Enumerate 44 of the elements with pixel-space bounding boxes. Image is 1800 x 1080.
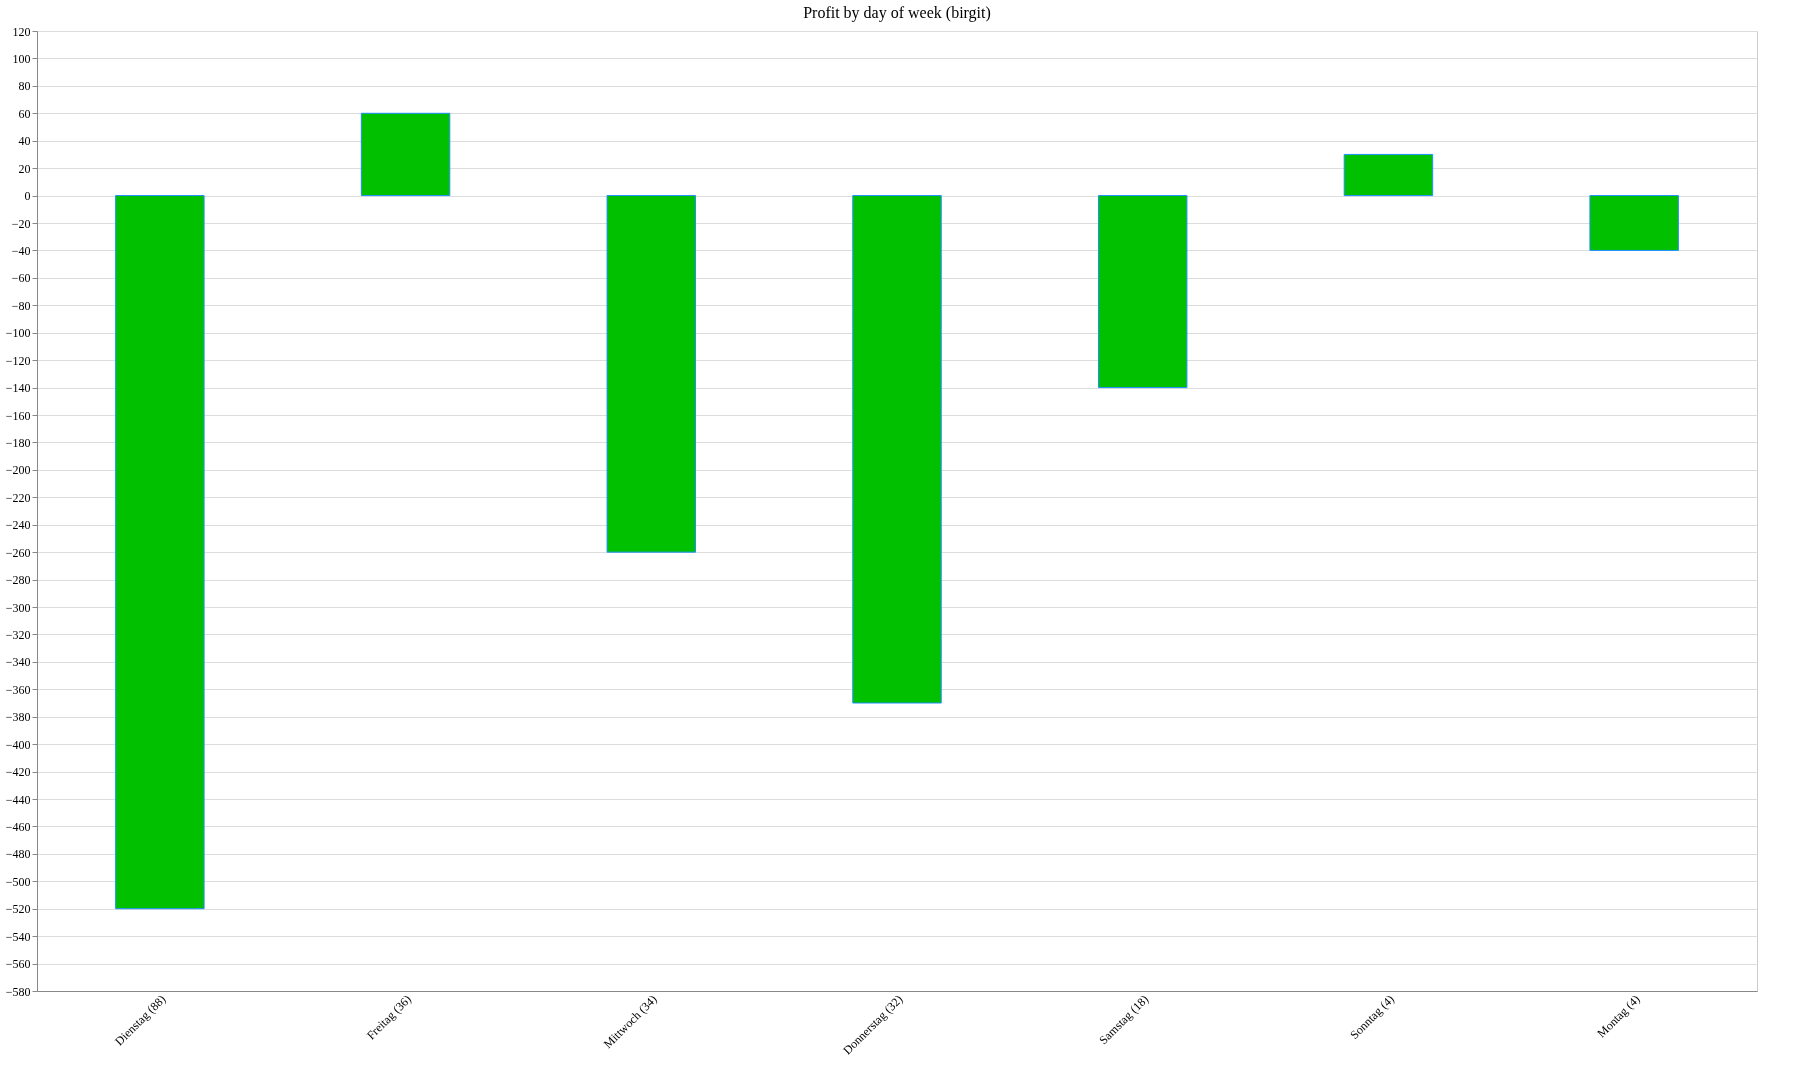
y-tick-label: −240 [5, 518, 31, 533]
y-tick-label: −200 [5, 463, 31, 478]
y-tick-label: −360 [5, 682, 31, 697]
y-tick-label: −120 [5, 353, 31, 368]
y-tick-label: −380 [5, 710, 31, 725]
y-tick-label: −520 [5, 902, 31, 917]
y-tick-label: −340 [5, 655, 31, 670]
chart-title: Profit by day of week (birgit) [803, 4, 991, 22]
y-tick-label: 100 [12, 51, 31, 66]
y-tick-label: −420 [5, 765, 31, 780]
bar [360, 112, 451, 197]
y-tick-label: 0 [24, 189, 31, 204]
y-tick-label: −80 [11, 298, 31, 313]
y-tick-label: −260 [5, 545, 31, 560]
y-tick-label: 80 [18, 79, 31, 94]
y-tick-label: 20 [18, 161, 31, 176]
y-tick-label: −300 [5, 600, 31, 615]
y-tick-label: 120 [12, 24, 31, 39]
y-tick-label: −580 [5, 984, 31, 999]
y-tick-label: −20 [11, 216, 31, 231]
y-tick-label: −560 [5, 957, 31, 972]
y-tick-label: −60 [11, 271, 31, 286]
bar [606, 195, 697, 553]
y-tick-label: −440 [5, 792, 31, 807]
y-tick-label: 40 [18, 134, 31, 149]
y-tick-label: −500 [5, 874, 31, 889]
y-tick-label: −540 [5, 929, 31, 944]
y-tick-label: −40 [11, 243, 31, 258]
y-tick-label: −140 [5, 381, 31, 396]
bar [115, 195, 205, 910]
y-tick-label: −280 [5, 573, 31, 588]
bar [1343, 153, 1434, 197]
y-tick-label: −480 [5, 847, 31, 862]
y-tick-label: −180 [5, 435, 31, 450]
y-tick-label: 60 [18, 106, 31, 121]
y-tick-label: −100 [5, 326, 31, 341]
bar [1097, 195, 1188, 389]
bar [852, 195, 942, 704]
y-tick-label: −460 [5, 819, 31, 834]
y-tick-label: −400 [5, 737, 31, 752]
y-tick-label: −220 [5, 490, 31, 505]
y-tick-label: −320 [5, 627, 31, 642]
y-tick-label: −160 [5, 408, 31, 423]
bar [1589, 195, 1679, 251]
